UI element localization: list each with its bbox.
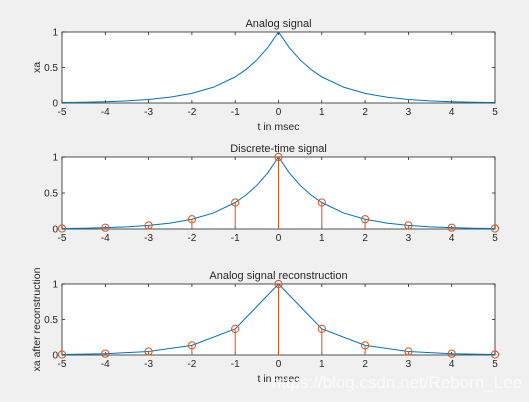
stem-marker xyxy=(274,152,283,162)
x-tick-label: -1 xyxy=(231,233,240,244)
x-tick-label: -1 xyxy=(231,107,240,118)
stem-marker xyxy=(490,224,500,233)
stem-marker xyxy=(490,350,500,359)
x-tick-label: -4 xyxy=(101,233,110,244)
stem-marker xyxy=(187,215,196,224)
x-axis-label: t in msec xyxy=(257,121,299,133)
y-tick-label: 0 xyxy=(52,225,58,236)
x-tick-label: 3 xyxy=(406,107,412,118)
x-tick-label: -3 xyxy=(144,107,153,118)
x-tick-label: 0 xyxy=(276,359,282,370)
y-tick-label: 1 xyxy=(52,280,58,291)
x-tick-label: -3 xyxy=(144,233,153,244)
x-tick-label: -4 xyxy=(101,359,110,370)
x-tick-label: 1 xyxy=(319,107,325,118)
x-tick-label: 4 xyxy=(449,233,455,244)
stem-marker xyxy=(361,341,370,350)
x-tick-label: 5 xyxy=(492,359,498,370)
x-tick-label: 5 xyxy=(492,107,498,118)
x-tick-label: -4 xyxy=(101,107,110,118)
plot-area-0 xyxy=(61,31,496,104)
stem-marker xyxy=(447,349,456,358)
stem-marker xyxy=(404,347,413,356)
x-tick-label: 1 xyxy=(319,359,325,370)
y-tick-label: 0 xyxy=(52,99,58,110)
chart-title: Analog signal xyxy=(245,18,311,30)
x-tick-label: 2 xyxy=(362,359,368,370)
x-tick-label: -2 xyxy=(187,107,196,118)
x-tick-label: 0 xyxy=(276,107,282,118)
x-tick-label: 2 xyxy=(362,107,368,118)
stem-marker xyxy=(144,347,153,356)
x-axis-label: t in msec xyxy=(257,373,299,385)
x-tick-label: 4 xyxy=(449,359,455,370)
stem-marker xyxy=(447,223,456,232)
x-tick-label: -5 xyxy=(58,233,67,244)
x-tick-label: 0 xyxy=(276,233,282,244)
x-tick-label: 3 xyxy=(406,233,412,244)
x-tick-label: -2 xyxy=(187,233,196,244)
stem-marker xyxy=(57,224,67,233)
x-tick-label: 2 xyxy=(362,233,368,244)
x-tick-label: 4 xyxy=(449,107,455,118)
y-tick-label: 0.5 xyxy=(44,189,58,200)
series-line-0 xyxy=(61,31,496,104)
x-tick-label: -5 xyxy=(58,359,67,370)
y-tick-label: 1 xyxy=(52,153,58,164)
stem-marker xyxy=(57,350,67,359)
y-tick-label: 0.5 xyxy=(44,315,58,326)
x-tick-label: -2 xyxy=(187,359,196,370)
chart-title: Discrete-time signal xyxy=(230,143,327,155)
y-axis-label: xa after reconstruction xyxy=(31,267,43,371)
stem-marker xyxy=(274,279,283,289)
stem-marker xyxy=(231,324,240,333)
stem-marker xyxy=(231,198,240,207)
stem-marker xyxy=(317,198,326,207)
chart-title: Analog signal reconstruction xyxy=(209,270,347,282)
y-tick-label: 0.5 xyxy=(44,63,58,74)
x-tick-label: -1 xyxy=(231,359,240,370)
stem-marker xyxy=(404,221,413,230)
stem-marker xyxy=(187,341,196,350)
x-tick-label: 3 xyxy=(406,359,412,370)
y-tick-label: 1 xyxy=(52,28,58,39)
watermark-text: https://blog.csdn.net/Reborn_Lee xyxy=(272,373,522,392)
x-tick-label: 1 xyxy=(319,233,325,244)
y-tick-label: 0 xyxy=(52,351,58,362)
x-tick-label: -3 xyxy=(144,359,153,370)
stem-marker xyxy=(361,215,370,224)
x-tick-label: 5 xyxy=(492,233,498,244)
x-tick-label: -5 xyxy=(58,107,67,118)
y-axis-label: xa xyxy=(31,62,43,73)
stem-marker xyxy=(101,349,110,358)
stem-marker xyxy=(101,223,110,232)
stem-marker xyxy=(144,221,153,230)
stem-marker xyxy=(317,324,326,333)
